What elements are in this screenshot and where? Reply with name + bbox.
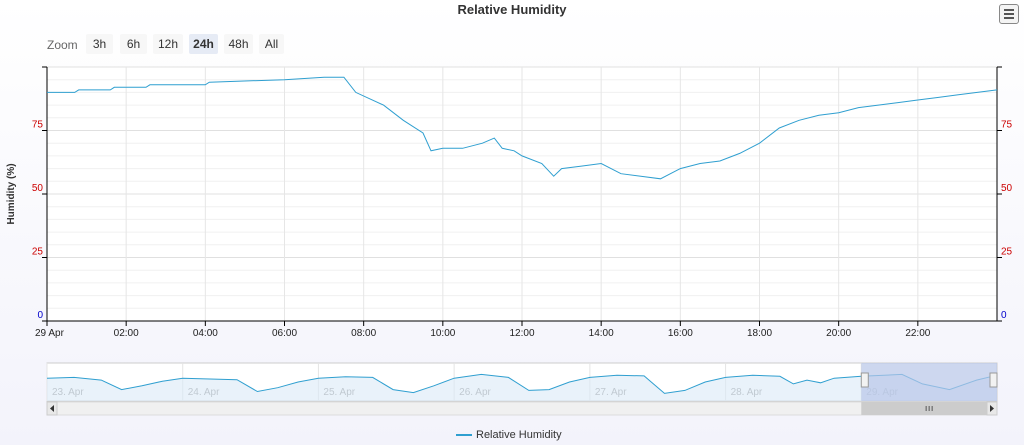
- x-tick-label: 10:00: [430, 328, 455, 339]
- hamburger-menu-icon[interactable]: [999, 4, 1019, 24]
- x-tick-label: 16:00: [668, 328, 693, 339]
- x-tick-label: 08:00: [351, 328, 376, 339]
- series-line-relative-humidity: [47, 76, 998, 180]
- zoom-button-24h[interactable]: 24h: [189, 34, 218, 54]
- zoom-button-all[interactable]: All: [259, 34, 284, 54]
- navigator-right-handle[interactable]: [989, 372, 998, 388]
- y-axis-label: Humidity (%): [6, 163, 17, 224]
- chart-title: Relative Humidity: [457, 2, 567, 17]
- x-tick-label: 22:00: [905, 328, 930, 339]
- navigator-series-area: [47, 374, 997, 401]
- navigator-left-handle[interactable]: [860, 372, 869, 388]
- y-tick-label-left: 50: [32, 183, 44, 194]
- y-tick-label-left: 0: [37, 310, 43, 321]
- y-tick-label-right: 0: [1001, 310, 1007, 321]
- y-tick-label-left: 75: [32, 120, 44, 131]
- y-tick-label-right: 75: [1001, 120, 1013, 131]
- y-tick-label-left: 25: [32, 247, 44, 258]
- legend-line-swatch: [456, 434, 472, 436]
- legend-label: Relative Humidity: [476, 429, 562, 441]
- x-tick-label: 02:00: [114, 328, 139, 339]
- navigator-selected-range: [861, 363, 997, 401]
- legend-item-relative-humidity[interactable]: Relative Humidity: [456, 429, 562, 441]
- x-tick-label: 20:00: [826, 328, 851, 339]
- zoom-button-12h[interactable]: 12h: [153, 34, 183, 54]
- x-tick-label: 29 Apr: [35, 328, 65, 339]
- chevron-right-icon: [990, 405, 994, 412]
- zoom-label: Zoom: [47, 38, 78, 52]
- y-tick-label-right: 50: [1001, 183, 1013, 194]
- x-tick-label: 14:00: [589, 328, 614, 339]
- y-tick-label-right: 25: [1001, 247, 1013, 258]
- x-tick-label: 12:00: [509, 328, 534, 339]
- x-tick-label: 04:00: [193, 328, 218, 339]
- scrollbar-track: [46, 401, 998, 416]
- x-tick-label: 06:00: [272, 328, 297, 339]
- chevron-left-icon: [50, 405, 54, 412]
- x-tick-label: 18:00: [747, 328, 772, 339]
- zoom-button-3h[interactable]: 3h: [86, 34, 113, 54]
- zoom-button-6h[interactable]: 6h: [120, 34, 147, 54]
- zoom-button-48h[interactable]: 48h: [224, 34, 253, 54]
- navigator-series-line: [46, 373, 998, 394]
